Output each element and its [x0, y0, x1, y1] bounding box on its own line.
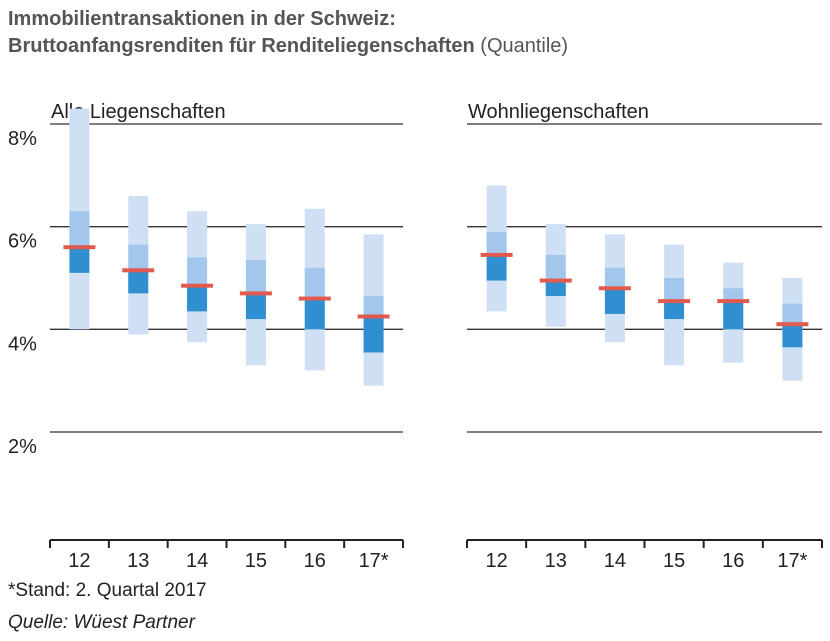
median-marker	[357, 314, 390, 319]
y-tick-label: 8%	[8, 128, 37, 150]
x-tick-label: 14	[604, 550, 626, 572]
median-marker	[480, 252, 513, 257]
upper-quartile-box	[69, 211, 90, 248]
median-marker	[598, 286, 631, 291]
lower-quartile-box	[245, 293, 266, 320]
median-marker	[776, 322, 809, 327]
lower-quartile-box	[69, 247, 90, 273]
lower-quartile-box	[723, 301, 744, 330]
lower-quartile-box	[486, 254, 507, 281]
median-marker	[239, 291, 272, 296]
panel-title: Alle Liegenschaften	[51, 101, 226, 123]
lower-quartile-box	[545, 280, 566, 296]
y-tick-label: 4%	[8, 333, 37, 355]
upper-quartile-box	[187, 257, 208, 286]
footnote: *Stand: 2. Quartal 2017	[8, 580, 207, 601]
upper-quartile-box	[363, 295, 384, 317]
lower-quartile-box	[187, 285, 208, 312]
upper-quartile-box	[782, 303, 803, 325]
y-tick-label: 2%	[8, 436, 37, 458]
lower-quartile-box	[304, 298, 325, 330]
chart-title-block: Immobilientransaktionen in der Schweiz: …	[8, 6, 568, 60]
median-marker	[181, 283, 214, 288]
chart-title-bold: Bruttoanfangsrenditen für Renditeliegens…	[8, 35, 475, 57]
median-marker	[298, 296, 331, 301]
upper-quartile-box	[128, 244, 149, 271]
lower-quartile-box	[782, 324, 803, 348]
median-marker	[658, 299, 691, 304]
upper-quartile-box	[723, 288, 744, 302]
x-tick-label: 12	[485, 550, 507, 572]
x-tick-label: 15	[245, 550, 267, 572]
lower-quartile-box	[664, 301, 685, 320]
chart-title-line1: Immobilientransaktionen in der Schweiz:	[8, 8, 396, 30]
upper-quartile-box	[304, 267, 325, 299]
x-tick-label: 16	[722, 550, 744, 572]
lower-quartile-box	[128, 270, 149, 294]
chart-title-subtitle: (Quantile)	[480, 35, 569, 57]
x-tick-label: 12	[68, 550, 90, 572]
panel-title: Wohnliegenschaften	[468, 101, 649, 123]
median-marker	[63, 245, 96, 250]
x-tick-label: 17*	[359, 550, 389, 572]
upper-quartile-box	[245, 260, 266, 294]
chart-title-line2: Bruttoanfangsrenditen für Renditeliegens…	[8, 33, 568, 60]
lower-quartile-box	[363, 316, 384, 353]
x-tick-label: 13	[545, 550, 567, 572]
x-tick-label: 14	[186, 550, 208, 572]
upper-quartile-box	[545, 254, 566, 281]
lower-quartile-box	[604, 288, 625, 314]
median-marker	[539, 278, 572, 283]
upper-quartile-box	[664, 278, 685, 302]
source-note: Quelle: Wüest Partner	[8, 612, 195, 633]
upper-quartile-box	[486, 231, 507, 255]
y-tick-label: 6%	[8, 231, 37, 253]
x-tick-label: 15	[663, 550, 685, 572]
median-marker	[122, 268, 155, 273]
x-tick-label: 13	[127, 550, 149, 572]
median-marker	[717, 299, 750, 304]
x-tick-label: 16	[304, 550, 326, 572]
upper-quartile-box	[604, 267, 625, 289]
x-tick-label: 17*	[777, 550, 807, 572]
